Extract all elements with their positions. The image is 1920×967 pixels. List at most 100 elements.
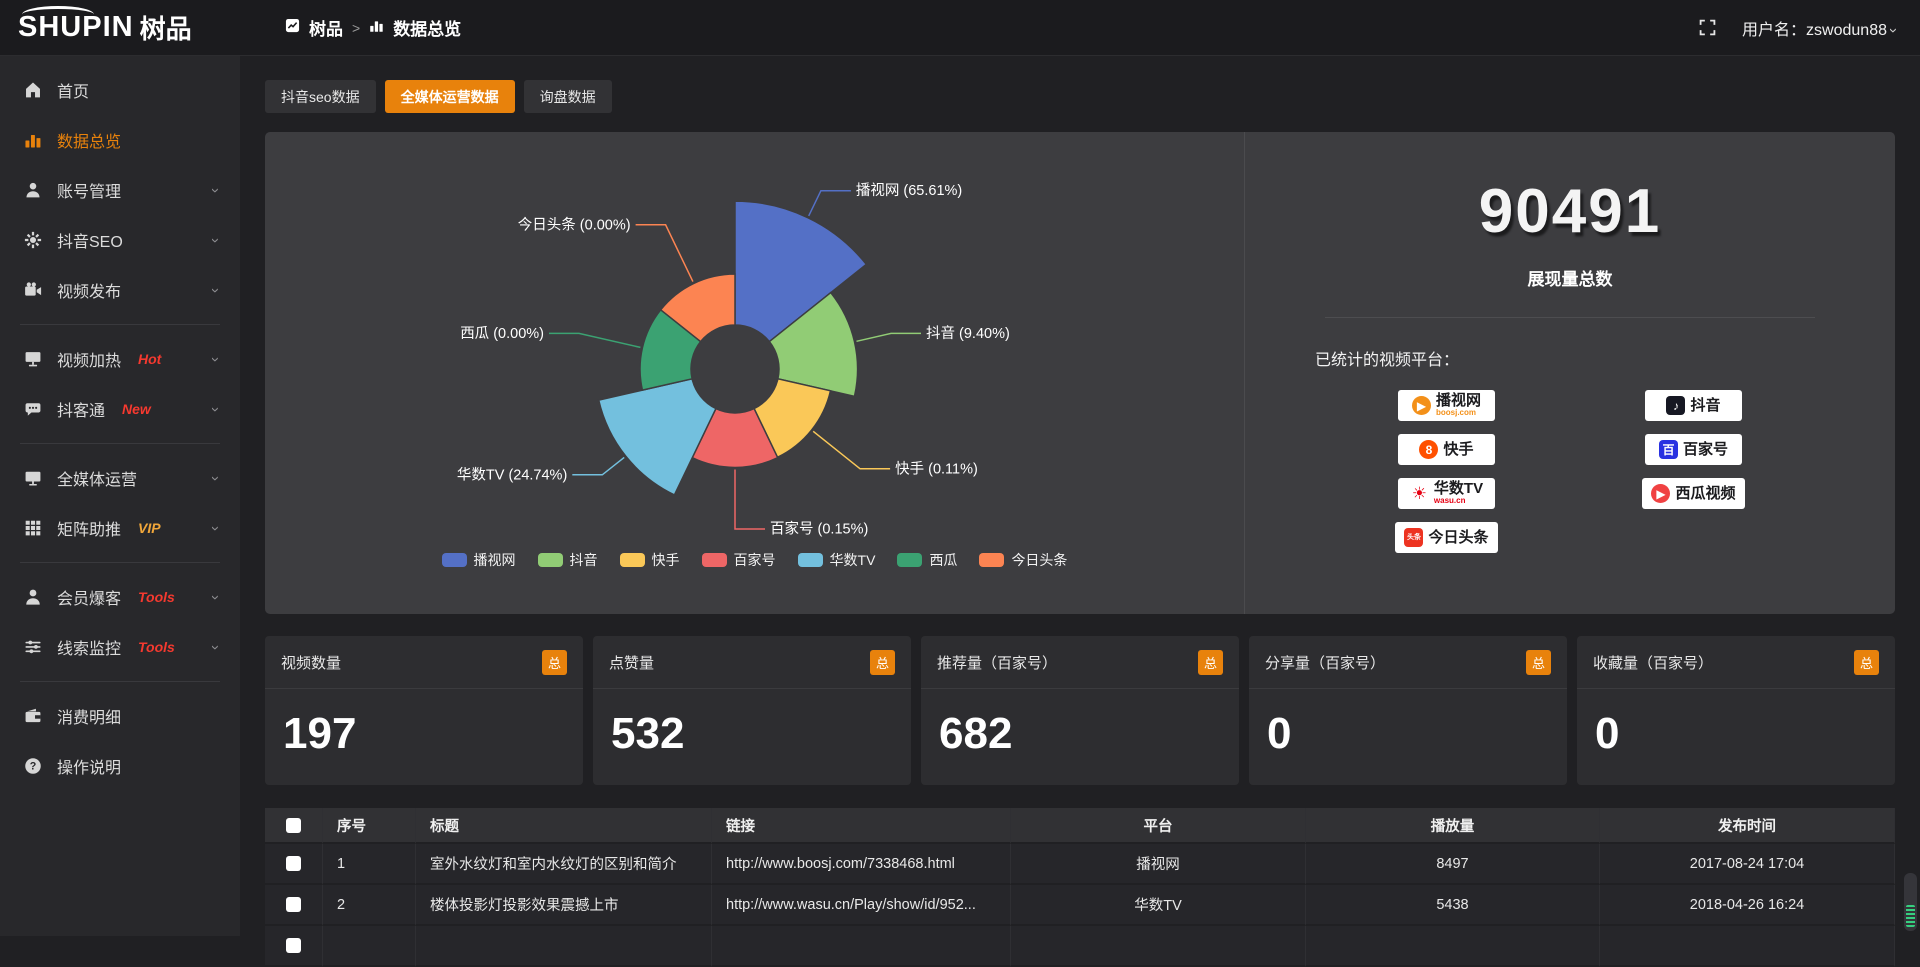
legend-label: 快手 bbox=[652, 550, 680, 570]
stat-label: 点赞量 bbox=[609, 652, 654, 673]
widget-stripes bbox=[1906, 905, 1915, 927]
username-label: 用户名：zswodun88 bbox=[1742, 22, 1887, 39]
stat-total-badge[interactable]: 总 bbox=[1198, 650, 1223, 675]
cell-no: 1 bbox=[323, 844, 416, 885]
sidebar-item-15[interactable]: 消费明细 bbox=[0, 691, 240, 741]
floating-widget[interactable] bbox=[1904, 873, 1917, 931]
cell-link[interactable]: http://www.boosj.com/7338468.html bbox=[712, 844, 1011, 885]
cell-title[interactable]: 室外水纹灯和室内水纹灯的区别和简介 bbox=[416, 844, 712, 885]
breadcrumb-current: 数据总览 bbox=[393, 15, 461, 40]
cell-no: 2 bbox=[323, 885, 416, 926]
stat-total-badge[interactable]: 总 bbox=[1526, 650, 1551, 675]
pie-label-line bbox=[857, 333, 922, 341]
breadcrumb-home[interactable]: 树品 bbox=[309, 15, 343, 40]
stat-card-1: 点赞量 总 532 bbox=[593, 636, 911, 785]
tab-0[interactable]: 抖音seo数据 bbox=[265, 80, 376, 113]
sidebar-item-label: 抖音SEO bbox=[57, 228, 123, 252]
stat-value: 682 bbox=[921, 689, 1239, 785]
breadcrumb-separator: > bbox=[352, 20, 360, 36]
sidebar-item-10[interactable]: 矩阵助推 VIP › bbox=[0, 503, 240, 553]
sidebar-item-7[interactable]: 抖客通 New › bbox=[0, 384, 240, 434]
chevron-down-icon: › bbox=[207, 188, 224, 193]
stat-total-badge[interactable]: 总 bbox=[1854, 650, 1879, 675]
chevron-down-icon: › bbox=[207, 238, 224, 243]
chart-icon bbox=[24, 131, 42, 149]
legend-item-今日头条[interactable]: 今日头条 bbox=[979, 550, 1067, 570]
pie-label: 抖音 (9.40%) bbox=[926, 325, 1010, 342]
platform-logo-icon: 8 bbox=[1419, 440, 1438, 459]
pie-slice-华数TV[interactable] bbox=[599, 379, 716, 495]
wallet-icon bbox=[24, 707, 42, 725]
sidebar-item-0[interactable]: 首页 bbox=[0, 65, 240, 115]
sidebar-item-4[interactable]: 视频发布 › bbox=[0, 265, 240, 315]
sidebar-item-12[interactable]: 会员爆客 Tools › bbox=[0, 572, 240, 622]
legend-item-抖音[interactable]: 抖音 bbox=[538, 550, 598, 570]
stat-label: 视频数量 bbox=[281, 652, 341, 673]
platform-badge-西瓜视频[interactable]: ▶ 西瓜视频 bbox=[1642, 478, 1744, 509]
stat-total-badge[interactable]: 总 bbox=[870, 650, 895, 675]
app-logo[interactable]: SHUPIN 树品 bbox=[0, 13, 240, 42]
stat-label: 推荐量（百家号） bbox=[937, 652, 1057, 673]
platform-logo-icon: 头条 bbox=[1404, 528, 1423, 547]
overview-panel: 播视网 (65.61%)抖音 (9.40%)快手 (0.11%)百家号 (0.1… bbox=[265, 132, 1895, 614]
platform-badge-抖音[interactable]: ♪ 抖音 bbox=[1645, 390, 1742, 421]
cell-link[interactable]: http://www.wasu.cn/Play/show/id/952... bbox=[712, 885, 1011, 926]
table-row-0: 1 室外水纹灯和室内水纹灯的区别和简介 http://www.boosj.com… bbox=[265, 844, 1895, 885]
legend-item-华数TV[interactable]: 华数TV bbox=[798, 550, 876, 570]
legend-swatch bbox=[442, 553, 467, 567]
chevron-down-icon: › bbox=[207, 526, 224, 531]
platform-badge-华数TV[interactable]: ☀ 华数TV wasu.cn bbox=[1398, 478, 1495, 509]
sliders-icon bbox=[24, 638, 42, 656]
tab-1[interactable]: 全媒体运营数据 bbox=[385, 80, 515, 113]
row-checkbox[interactable] bbox=[286, 938, 301, 953]
sidebar-item-3[interactable]: 抖音SEO › bbox=[0, 215, 240, 265]
pie-chart-area: 播视网 (65.61%)抖音 (9.40%)快手 (0.11%)百家号 (0.1… bbox=[265, 132, 1244, 614]
legend-item-播视网[interactable]: 播视网 bbox=[442, 550, 516, 570]
member-icon bbox=[24, 588, 42, 606]
pie-label: 华数TV (24.74%) bbox=[457, 466, 567, 483]
sidebar-item-label: 账号管理 bbox=[57, 178, 121, 202]
platform-badge-百家号[interactable]: 百 百家号 bbox=[1645, 434, 1742, 465]
legend-item-快手[interactable]: 快手 bbox=[620, 550, 680, 570]
platform-badge-今日头条[interactable]: 头条 今日头条 bbox=[1395, 522, 1497, 553]
topbar: SHUPIN 树品 树品 > 数据总览 用户名：zswodun88› bbox=[0, 0, 1920, 56]
chevron-down-icon: › bbox=[207, 357, 224, 362]
stat-total-badge[interactable]: 总 bbox=[542, 650, 567, 675]
pie-label: 百家号 (0.15%) bbox=[770, 521, 868, 538]
table-header-row: 序号 标题 链接 平台 播放量 发布时间 bbox=[265, 808, 1895, 844]
legend-swatch bbox=[979, 553, 1004, 567]
username-menu[interactable]: 用户名：zswodun88› bbox=[1742, 16, 1896, 40]
cell-time: 2017-08-24 17:04 bbox=[1600, 844, 1895, 885]
cell-title[interactable]: 楼体投影灯投影效果震撼上市 bbox=[416, 885, 712, 926]
main-content: 抖音seo数据全媒体运营数据询盘数据 播视网 (65.61%)抖音 (9.40%… bbox=[240, 56, 1920, 936]
camera-icon bbox=[24, 281, 42, 299]
chart-legend: 播视网 抖音 快手 百家号 华数TV 西瓜 今日头条 bbox=[265, 550, 1244, 570]
pie-label-line bbox=[735, 470, 765, 530]
sidebar-item-16[interactable]: ? 操作说明 bbox=[0, 741, 240, 791]
legend-swatch bbox=[798, 553, 823, 567]
platform-badge-播视网[interactable]: ▶ 播视网 boosj.com bbox=[1398, 390, 1495, 421]
row-checkbox[interactable] bbox=[286, 856, 301, 871]
row-checkbox[interactable] bbox=[286, 897, 301, 912]
table-row-1: 2 楼体投影灯投影效果震撼上市 http://www.wasu.cn/Play/… bbox=[265, 885, 1895, 926]
platform-badge-快手[interactable]: 8 快手 bbox=[1398, 434, 1495, 465]
sidebar-item-label: 首页 bbox=[57, 78, 89, 102]
stat-value: 532 bbox=[593, 689, 911, 785]
sidebar-item-2[interactable]: 账号管理 › bbox=[0, 165, 240, 215]
sidebar-item-9[interactable]: 全媒体运营 › bbox=[0, 453, 240, 503]
select-all-checkbox[interactable] bbox=[286, 818, 301, 833]
sidebar-item-1[interactable]: 数据总览 bbox=[0, 115, 240, 165]
legend-item-西瓜[interactable]: 西瓜 bbox=[897, 550, 957, 570]
sidebar-item-6[interactable]: 视频加热 Hot › bbox=[0, 334, 240, 384]
tab-2[interactable]: 询盘数据 bbox=[524, 80, 612, 113]
user-icon bbox=[24, 181, 42, 199]
pie-label-line bbox=[549, 333, 640, 347]
svg-text:?: ? bbox=[30, 761, 37, 773]
sidebar-item-label: 抖客通 bbox=[57, 397, 105, 421]
fullscreen-icon[interactable] bbox=[1699, 19, 1716, 36]
row-select-cell bbox=[265, 885, 323, 926]
videos-table: 序号 标题 链接 平台 播放量 发布时间 1 室外水纹灯和室内水纹灯的区别和简介… bbox=[265, 808, 1895, 967]
chat-icon bbox=[24, 400, 42, 418]
legend-item-百家号[interactable]: 百家号 bbox=[702, 550, 776, 570]
sidebar-item-13[interactable]: 线索监控 Tools › bbox=[0, 622, 240, 672]
